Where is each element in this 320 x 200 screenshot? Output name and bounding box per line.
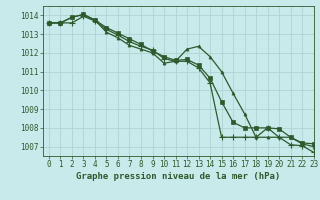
X-axis label: Graphe pression niveau de la mer (hPa): Graphe pression niveau de la mer (hPa) (76, 172, 281, 181)
